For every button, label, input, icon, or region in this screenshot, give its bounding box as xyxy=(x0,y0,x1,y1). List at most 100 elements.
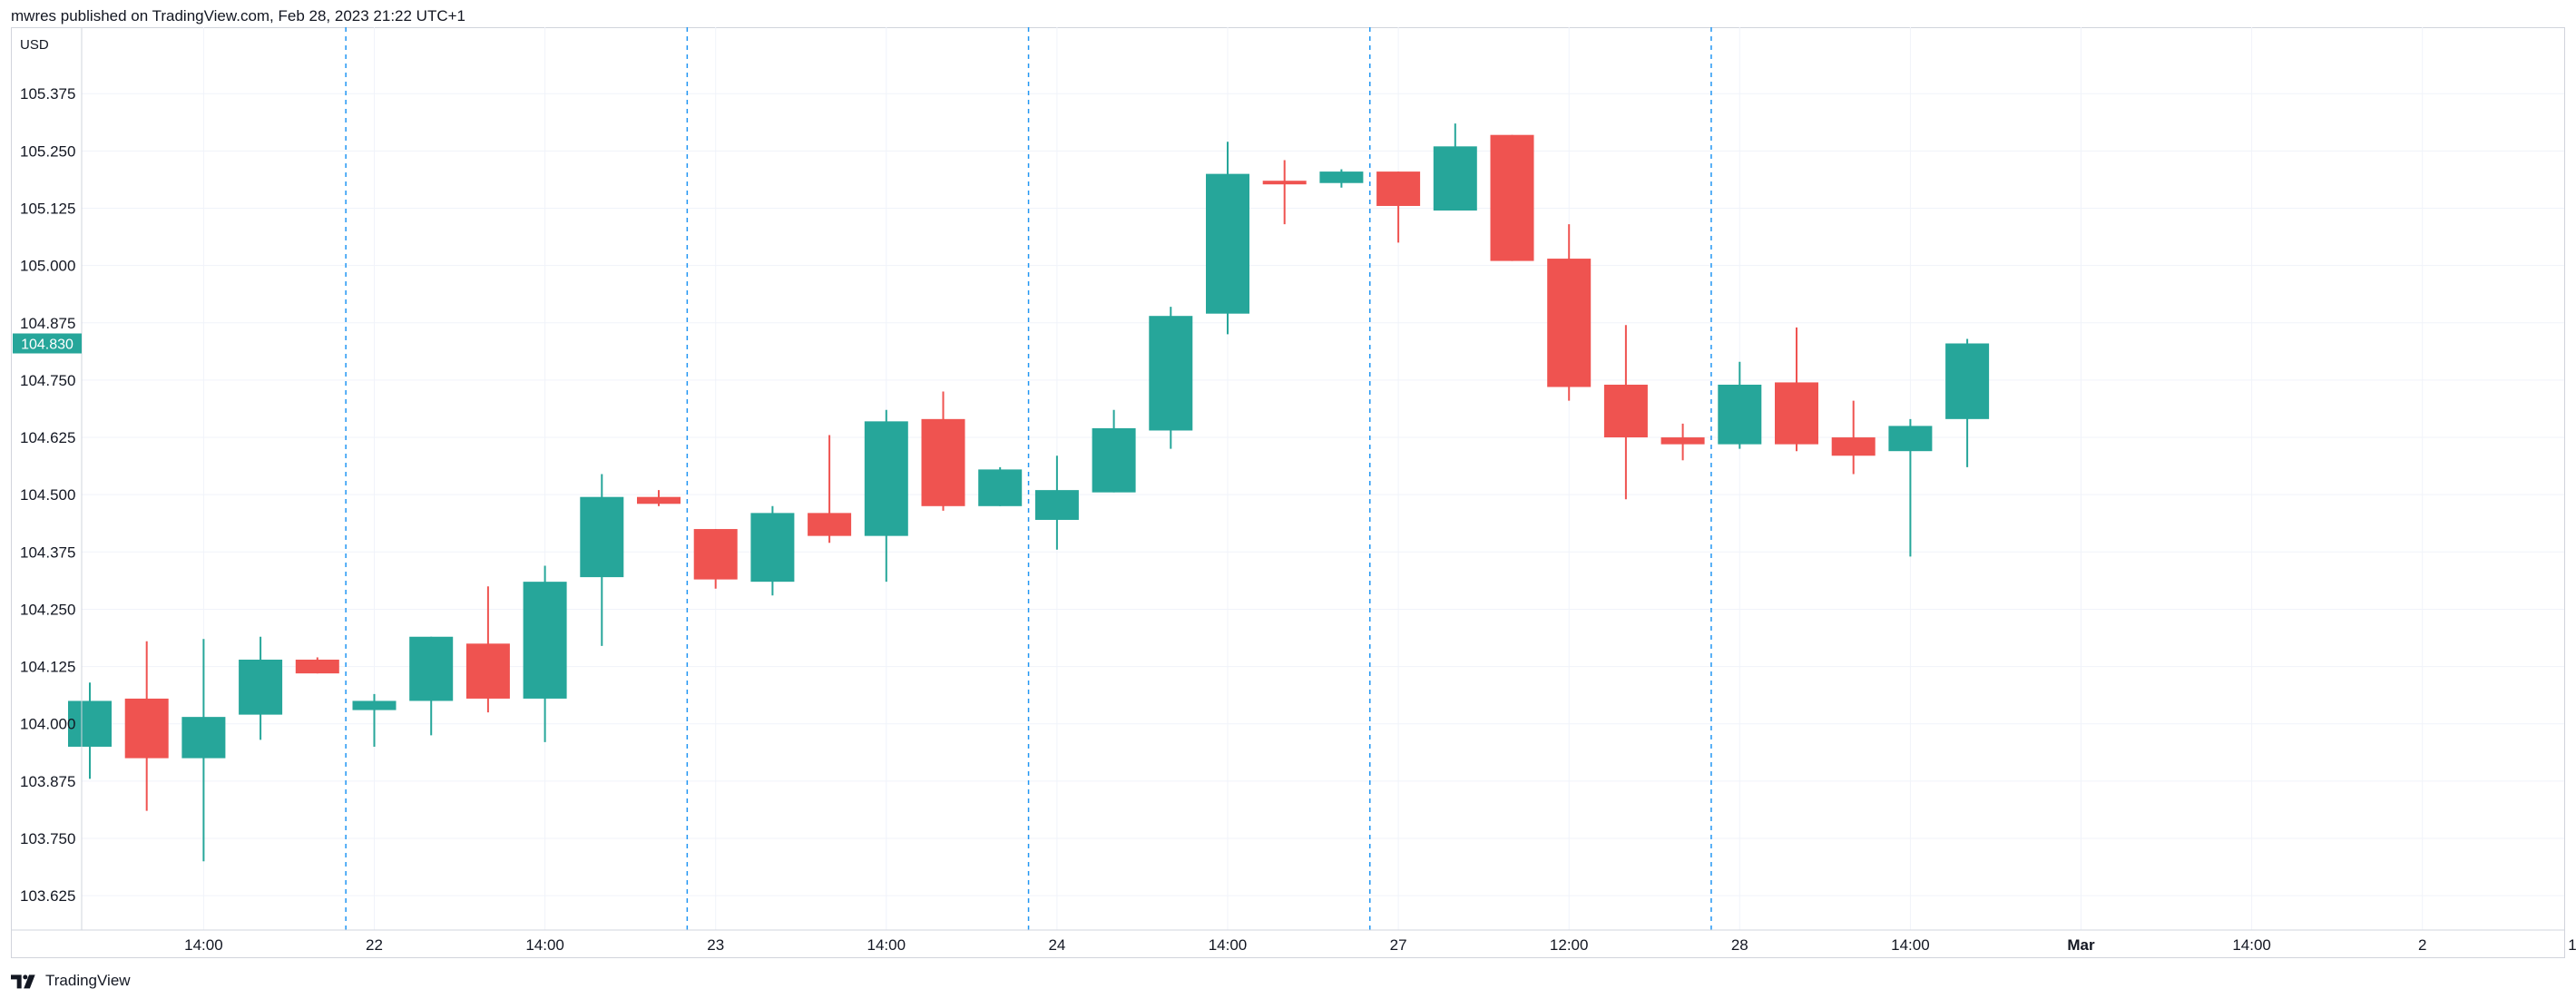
candle-body xyxy=(1092,427,1136,493)
candle[interactable] xyxy=(1376,171,1421,243)
footer: TradingView xyxy=(11,967,131,994)
candle[interactable] xyxy=(921,391,965,511)
candle[interactable] xyxy=(1034,455,1079,550)
price-tick-label: 103.750 xyxy=(20,830,75,847)
last-price-marker: 104.830 xyxy=(13,333,82,354)
candle[interactable] xyxy=(808,435,852,544)
price-tick-label: 104.625 xyxy=(20,429,75,446)
candle[interactable] xyxy=(68,682,112,779)
candle[interactable] xyxy=(580,474,624,646)
price-tick-label: 103.625 xyxy=(20,887,75,905)
candle-body xyxy=(1888,426,1933,452)
candle[interactable] xyxy=(523,565,567,742)
price-tick-label: 105.375 xyxy=(20,85,75,103)
candle[interactable] xyxy=(693,529,738,589)
candle-body xyxy=(1718,384,1762,445)
candle[interactable] xyxy=(1660,423,1705,461)
candle-body xyxy=(409,636,454,701)
price-axis: 105.375 105.250 105.125 105.000 104.875 104.7… xyxy=(20,85,75,905)
candle-body xyxy=(523,582,567,699)
candle-body xyxy=(181,717,226,759)
candle[interactable] xyxy=(1092,409,1136,493)
candle[interactable] xyxy=(1831,400,1876,475)
candle-body xyxy=(1603,384,1648,438)
time-axis: 14:00 22 14:00 23 14:00 24 14:00 27 12:00 28 14:00… xyxy=(184,936,2576,954)
candle[interactable] xyxy=(637,490,681,506)
time-tick-label: 12:00 xyxy=(1550,936,1589,954)
candle[interactable] xyxy=(465,586,510,713)
price-tick-label: 104.750 xyxy=(20,372,75,389)
candle[interactable] xyxy=(1603,325,1648,500)
grid-lines xyxy=(82,27,2564,930)
time-tick-label: 23 xyxy=(707,936,724,954)
candle[interactable] xyxy=(1319,169,1364,188)
candle[interactable] xyxy=(1433,123,1477,211)
candle-body xyxy=(864,421,908,536)
candle-body xyxy=(352,700,397,710)
candle[interactable] xyxy=(750,505,795,596)
candle-body xyxy=(978,469,1023,506)
candle[interactable] xyxy=(124,641,169,811)
candle-body xyxy=(1319,171,1364,183)
price-tick-label: 104.000 xyxy=(20,716,75,733)
candle[interactable] xyxy=(978,466,1023,506)
candle-body xyxy=(1490,134,1534,261)
candle-body xyxy=(921,418,965,506)
candle[interactable] xyxy=(1547,224,1592,401)
candle[interactable] xyxy=(1149,307,1193,449)
candle[interactable] xyxy=(352,693,397,747)
candle[interactable] xyxy=(295,657,339,674)
time-tick-label: 14:00 xyxy=(867,936,906,954)
candle-body xyxy=(1034,490,1079,520)
candle[interactable] xyxy=(239,636,283,740)
candle-body xyxy=(295,660,339,674)
time-tick-label: 14:00 xyxy=(1891,936,1930,954)
candle[interactable] xyxy=(1490,134,1534,261)
time-tick-label: 24 xyxy=(1048,936,1065,954)
time-tick-label: 14:00 xyxy=(2232,936,2271,954)
candle-body xyxy=(124,698,169,759)
time-tick-label: 27 xyxy=(1390,936,1407,954)
price-tick-label: 105.000 xyxy=(20,258,75,275)
candle-body xyxy=(1433,146,1477,211)
last-price-label: 104.830 xyxy=(21,338,73,353)
candle-body xyxy=(637,496,681,504)
candle[interactable] xyxy=(1262,160,1307,225)
chart-frame xyxy=(11,27,2565,958)
time-tick-label: 22 xyxy=(366,936,383,954)
time-tick-label: Mar xyxy=(2067,936,2095,954)
price-tick-label: 105.250 xyxy=(20,142,75,160)
price-tick-label: 103.875 xyxy=(20,773,75,790)
candle[interactable] xyxy=(864,409,908,583)
candle-body xyxy=(580,496,624,578)
candle-body xyxy=(1206,173,1249,314)
candle[interactable] xyxy=(409,636,454,736)
candle[interactable] xyxy=(1206,142,1249,335)
candle[interactable] xyxy=(1718,361,1762,449)
candle-body xyxy=(1149,316,1193,431)
tradingview-logo-icon xyxy=(11,975,35,989)
candle-body xyxy=(693,529,738,580)
candle[interactable] xyxy=(1775,327,1818,452)
candle-body xyxy=(1376,171,1421,206)
time-tick-label: 2 xyxy=(2418,936,2426,954)
candle-body xyxy=(1945,343,1990,419)
candle[interactable] xyxy=(1888,418,1933,557)
candle[interactable] xyxy=(181,639,226,862)
candle-body xyxy=(239,660,283,715)
time-tick-label: 28 xyxy=(1731,936,1748,954)
time-tick-label: 14:00 xyxy=(184,936,223,954)
price-tick-label: 104.500 xyxy=(20,486,75,504)
footer-brand: TradingView xyxy=(45,972,131,989)
candle-body xyxy=(750,513,795,583)
candle-body xyxy=(808,513,852,536)
price-tick-label: 104.375 xyxy=(20,544,75,561)
candle-body xyxy=(1831,437,1876,456)
published-info: mwres published on TradingView.com, Feb … xyxy=(11,7,466,24)
candle[interactable] xyxy=(1945,338,1990,467)
time-tick-label: 14:00 xyxy=(1209,936,1248,954)
price-tick-label: 105.125 xyxy=(20,201,75,218)
currency-label: USD xyxy=(20,37,49,53)
time-tick-label: 14:00 xyxy=(525,936,564,954)
